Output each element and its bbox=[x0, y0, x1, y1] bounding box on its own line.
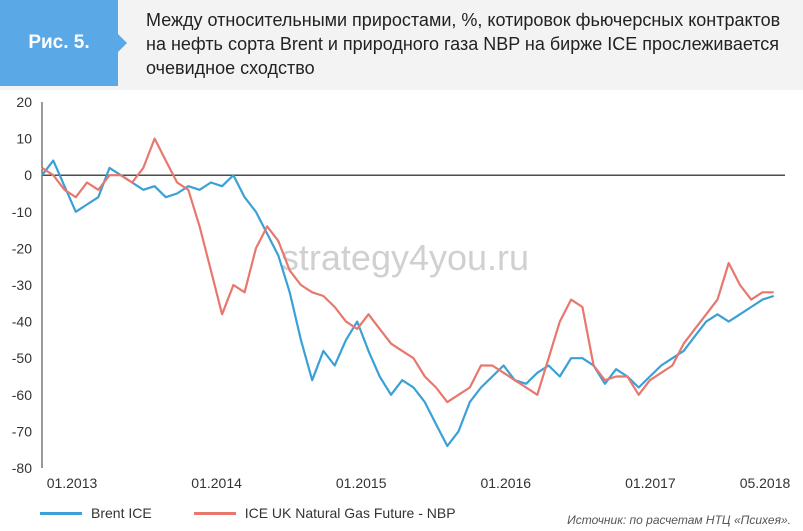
y-tick-label: -50 bbox=[12, 350, 32, 366]
title-panel bbox=[0, 0, 803, 90]
legend: Brent ICE ICE UK Natural Gas Future - NB… bbox=[40, 505, 498, 521]
watermark: strategy4you.ru bbox=[281, 237, 529, 278]
series-line-brent bbox=[41, 159, 775, 448]
legend-swatch-brent bbox=[40, 511, 82, 515]
y-tick-label: 10 bbox=[16, 131, 32, 147]
y-axis: 20 10 0 -10 -20 -30 -40 -50 -60 -70 -80 bbox=[12, 94, 785, 476]
figure-title: Между относительными приростами, %, коти… bbox=[146, 10, 781, 78]
y-tick-label: -80 bbox=[12, 460, 32, 476]
legend-label-brent: Brent ICE bbox=[91, 505, 152, 521]
legend-label-nbp: ICE UK Natural Gas Future - NBP bbox=[244, 505, 456, 521]
series-layer bbox=[41, 137, 775, 448]
y-tick-label: -20 bbox=[12, 240, 32, 256]
y-tick-label: -10 bbox=[12, 204, 32, 220]
x-tick-label: 01.2015 bbox=[336, 475, 387, 490]
legend-swatch-nbp bbox=[193, 511, 236, 515]
legend-item-brent: Brent ICE bbox=[40, 505, 152, 521]
x-tick-label: 01.2017 bbox=[625, 475, 676, 490]
y-tick-label: -40 bbox=[12, 314, 32, 330]
y-tick-label: 0 bbox=[24, 167, 32, 183]
x-tick-label: 05.2018 bbox=[740, 475, 791, 490]
x-tick-label: 01.2016 bbox=[480, 475, 531, 490]
x-axis: 01.2013 01.2014 01.2015 01.2016 01.2017 05.20… bbox=[47, 475, 791, 490]
figure-badge: Рис. 5. bbox=[0, 0, 127, 86]
x-tick-label: 01.2014 bbox=[191, 475, 242, 490]
legend-item-nbp: ICE UK Natural Gas Future - NBP bbox=[193, 505, 456, 521]
series-line-nbp bbox=[41, 137, 774, 404]
y-tick-label: -30 bbox=[12, 277, 32, 293]
x-tick-label: 01.2013 bbox=[47, 475, 98, 490]
y-tick-label: -70 bbox=[12, 423, 32, 439]
y-tick-label: 20 bbox=[16, 94, 32, 110]
y-tick-label: -60 bbox=[12, 387, 32, 403]
source-note: Источник: по расчетам НТЦ «Психея». bbox=[567, 513, 791, 527]
